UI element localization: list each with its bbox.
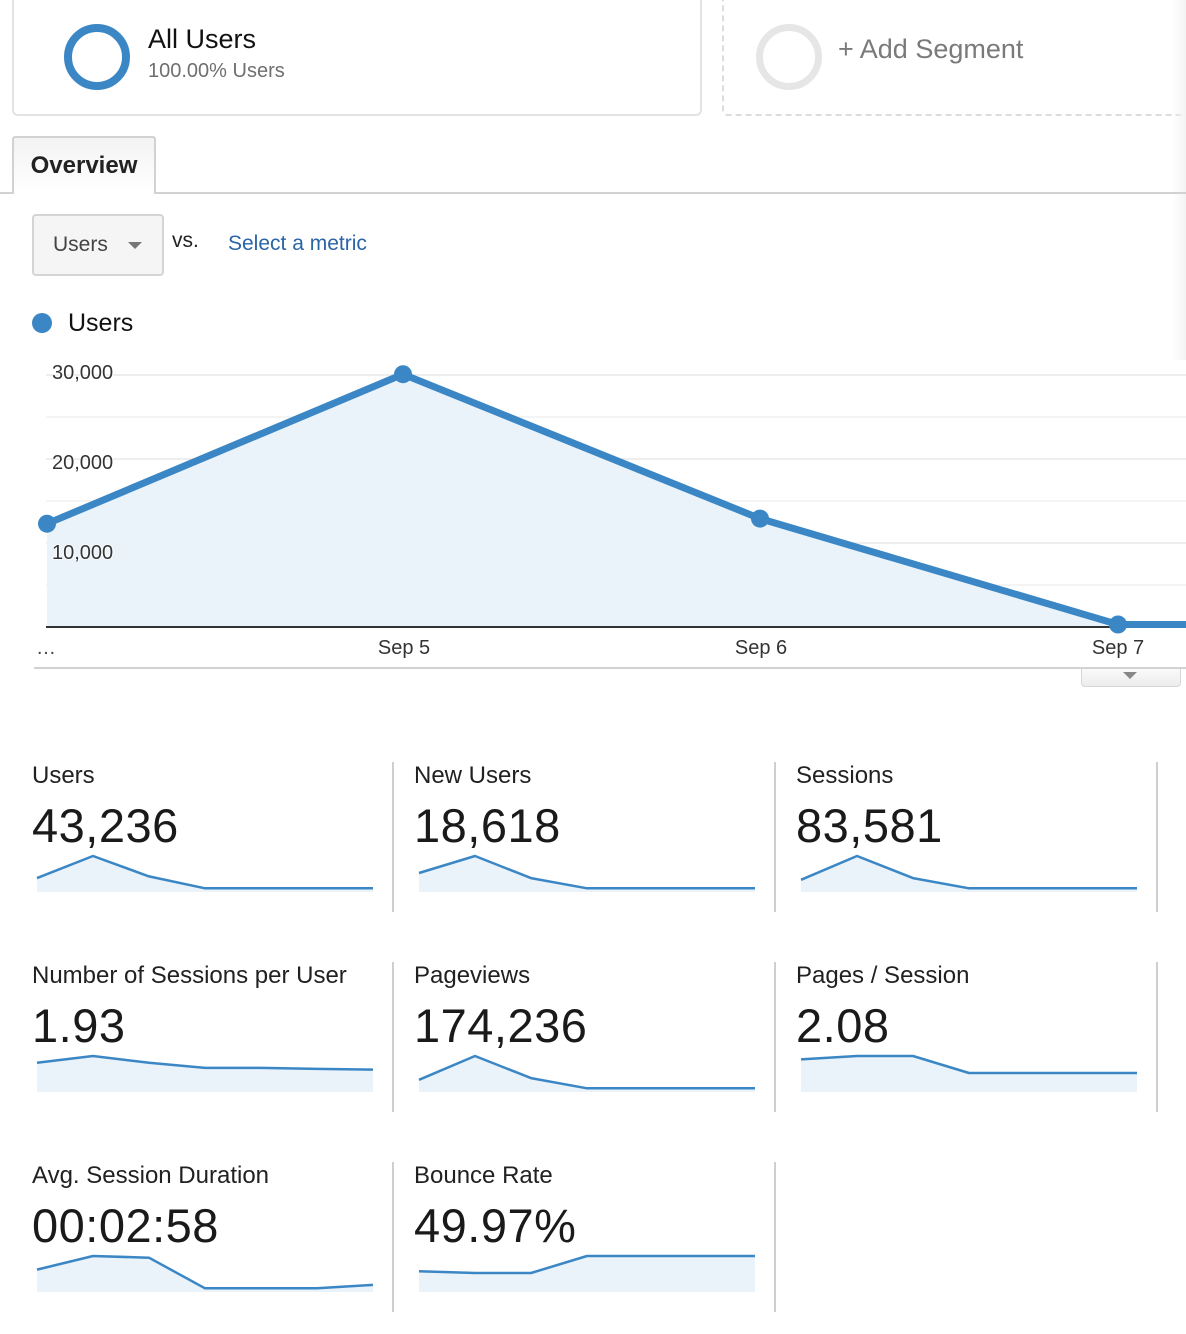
scorecard-value: 174,236 [414, 999, 588, 1052]
x-tick-sep6: Sep 6 [734, 637, 788, 659]
scorecard-divider [774, 1162, 776, 1312]
scorecard-divider [1156, 762, 1158, 912]
scorecard-divider [392, 962, 394, 1112]
metric-dropdown[interactable]: Users [32, 214, 164, 276]
scorecard-value: 18,618 [414, 799, 561, 852]
scorecard-bounce-rate[interactable]: Bounce Rate 49.97% [414, 1162, 796, 1312]
x-tick-sep5: Sep 5 [377, 637, 431, 659]
scorecard-label: Pageviews [414, 962, 531, 989]
scorecard-value: 2.08 [796, 999, 890, 1052]
x-tick-sep7: Sep 7 [1091, 637, 1145, 659]
scorecard-value: 43,236 [32, 799, 179, 852]
chevron-down-icon [128, 242, 142, 249]
scorecard-divider [392, 1162, 394, 1312]
segment-all-users[interactable]: All Users 100.00% Users [12, 0, 702, 116]
sparkline-chart [36, 1054, 374, 1092]
metric-dropdown-value: Users [53, 233, 108, 256]
scorecard-divider [392, 762, 394, 912]
empty-segment-ring-icon [756, 24, 822, 90]
scorecard-divider [1156, 962, 1158, 1112]
scorecard-label: Bounce Rate [414, 1162, 553, 1189]
chevron-down-icon [1123, 672, 1137, 679]
scorecard-avg-session-duration[interactable]: Avg. Session Duration 00:02:58 [32, 1162, 414, 1312]
sparkline-chart [800, 854, 1137, 892]
scorecard-users[interactable]: Users 43,236 [32, 762, 414, 912]
add-segment-button[interactable]: + Add Segment [722, 0, 1186, 116]
scorecard-label: Number of Sessions per User [32, 962, 347, 989]
scorecard-label: Users [32, 762, 95, 789]
vs-label: vs. [172, 229, 199, 252]
scorecard-label: Sessions [796, 762, 894, 789]
segment-subtitle: 100.00% Users [148, 60, 285, 82]
scorecard-divider [774, 762, 776, 912]
legend-dot-icon [32, 313, 52, 333]
sparkline-chart [418, 854, 755, 892]
scorecard-divider [774, 962, 776, 1112]
tab-overview[interactable]: Overview [12, 136, 156, 194]
users-line-chart[interactable] [0, 340, 1186, 640]
segment-ring-icon [64, 24, 130, 90]
legend-label: Users [68, 309, 134, 337]
add-segment-label: + Add Segment [838, 34, 1024, 64]
select-metric-link[interactable]: Select a metric [228, 232, 367, 255]
scorecard-value: 1.93 [32, 999, 126, 1052]
sparkline-chart [36, 1254, 374, 1292]
scorecard-value: 00:02:58 [32, 1199, 219, 1252]
y-tick-30000: 30,000 [52, 362, 114, 384]
scorecard-pages-session[interactable]: Pages / Session 2.08 [796, 962, 1178, 1112]
chart-bottom-rule [34, 667, 1186, 669]
sparkline-chart [36, 854, 373, 892]
scorecard-value: 49.97% [414, 1199, 577, 1252]
y-tick-20000: 20,000 [52, 452, 114, 474]
scorecard-sessions[interactable]: Sessions 83,581 [796, 762, 1178, 912]
scorecard-label: Pages / Session [796, 962, 970, 989]
sparkline-chart [800, 1054, 1137, 1092]
x-tick-truncated: … [36, 637, 56, 659]
scorecard-value: 83,581 [796, 799, 943, 852]
chart-expand-toggle[interactable] [1081, 669, 1181, 687]
scorecard-label: Avg. Session Duration [32, 1162, 270, 1189]
scorecard-label: New Users [414, 762, 532, 789]
sparkline-chart [418, 1254, 755, 1292]
scorecard-new-users[interactable]: New Users 18,618 [414, 762, 796, 912]
scorecard-pageviews[interactable]: Pageviews 174,236 [414, 962, 796, 1112]
tab-bar-rule [0, 192, 1186, 194]
sparkline-chart [418, 1054, 755, 1092]
scorecard-number-of-sessions-per-user[interactable]: Number of Sessions per User 1.93 [32, 962, 414, 1112]
y-tick-10000: 10,000 [52, 542, 114, 564]
tab-overview-label: Overview [30, 152, 138, 179]
segment-title: All Users [148, 24, 257, 54]
scroll-edge-shadow [1172, 0, 1186, 360]
